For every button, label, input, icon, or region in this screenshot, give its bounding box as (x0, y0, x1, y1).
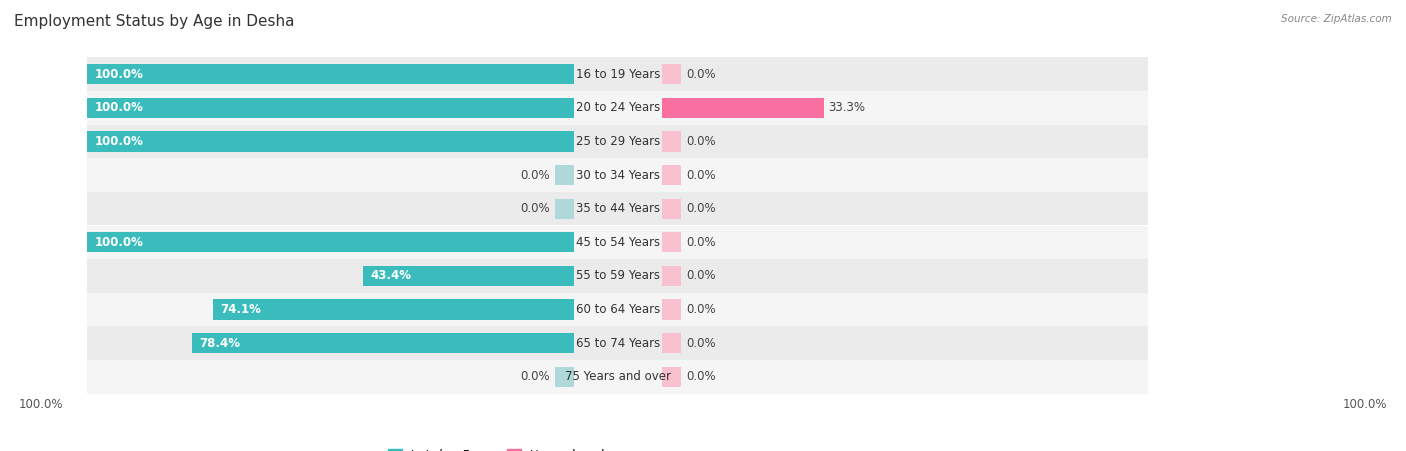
Bar (87, 226, 1149, 259)
Text: 30 to 34 Years: 30 to 34 Years (576, 169, 659, 182)
Bar (193, 333, 574, 353)
Text: 20 to 24 Years: 20 to 24 Years (575, 101, 659, 115)
Text: 60 to 64 Years: 60 to 64 Years (575, 303, 659, 316)
Text: 100.0%: 100.0% (94, 101, 143, 115)
Bar (662, 64, 681, 84)
Bar (662, 232, 681, 253)
Text: 100.0%: 100.0% (1343, 397, 1388, 410)
Text: 74.1%: 74.1% (221, 303, 262, 316)
Text: 65 to 74 Years: 65 to 74 Years (575, 336, 659, 350)
Bar (363, 266, 574, 286)
Bar (662, 131, 681, 152)
Text: Employment Status by Age in Desha: Employment Status by Age in Desha (14, 14, 295, 28)
Bar (554, 165, 574, 185)
Text: 0.0%: 0.0% (686, 68, 716, 81)
Bar (214, 299, 574, 320)
Text: 16 to 19 Years: 16 to 19 Years (575, 68, 659, 81)
Text: 0.0%: 0.0% (686, 202, 716, 215)
Text: 45 to 54 Years: 45 to 54 Years (575, 236, 659, 249)
Text: 0.0%: 0.0% (686, 370, 716, 383)
Text: 0.0%: 0.0% (520, 169, 550, 182)
Text: 0.0%: 0.0% (686, 135, 716, 148)
Text: 35 to 44 Years: 35 to 44 Years (575, 202, 659, 215)
Bar (662, 266, 681, 286)
Bar (87, 360, 1149, 394)
Bar (662, 198, 681, 219)
Bar (87, 192, 1149, 226)
Text: 0.0%: 0.0% (686, 236, 716, 249)
Text: 33.3%: 33.3% (828, 101, 866, 115)
Text: 75 Years and over: 75 Years and over (565, 370, 671, 383)
Text: 0.0%: 0.0% (686, 169, 716, 182)
Text: 0.0%: 0.0% (686, 269, 716, 282)
Bar (87, 293, 1149, 327)
Text: 43.4%: 43.4% (370, 269, 411, 282)
Bar (87, 131, 574, 152)
Text: 100.0%: 100.0% (94, 68, 143, 81)
Text: 100.0%: 100.0% (94, 135, 143, 148)
Bar (662, 98, 824, 118)
Text: 0.0%: 0.0% (686, 336, 716, 350)
Bar (87, 124, 1149, 158)
Bar (87, 64, 574, 84)
Bar (87, 91, 1149, 124)
Text: 0.0%: 0.0% (520, 202, 550, 215)
Bar (87, 57, 1149, 91)
Bar (87, 232, 574, 253)
Bar (87, 259, 1149, 293)
Bar (662, 333, 681, 353)
Text: 100.0%: 100.0% (94, 236, 143, 249)
Text: Source: ZipAtlas.com: Source: ZipAtlas.com (1281, 14, 1392, 23)
Bar (87, 98, 574, 118)
Bar (87, 158, 1149, 192)
Text: 25 to 29 Years: 25 to 29 Years (575, 135, 659, 148)
Bar (87, 327, 1149, 360)
Text: 0.0%: 0.0% (686, 303, 716, 316)
Text: 0.0%: 0.0% (520, 370, 550, 383)
Text: 55 to 59 Years: 55 to 59 Years (576, 269, 659, 282)
Bar (554, 367, 574, 387)
Legend: In Labor Force, Unemployed: In Labor Force, Unemployed (382, 444, 610, 451)
Bar (662, 367, 681, 387)
Bar (662, 299, 681, 320)
Text: 100.0%: 100.0% (18, 397, 63, 410)
Bar (554, 198, 574, 219)
Bar (662, 165, 681, 185)
Text: 78.4%: 78.4% (200, 336, 240, 350)
